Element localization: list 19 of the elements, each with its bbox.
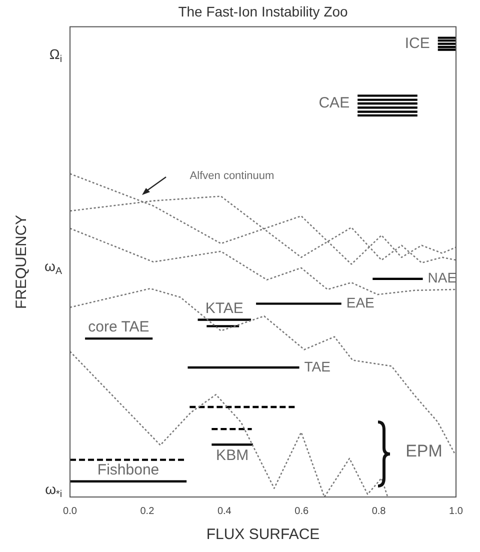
series-label: CAE: [318, 94, 350, 112]
x-axis-title: FLUX SURFACE: [206, 526, 320, 544]
series-label: EAE: [346, 294, 374, 311]
annotation: EPM: [406, 442, 442, 461]
x-tick-label: 0.0: [63, 506, 78, 517]
annotation: Alfven continuum: [190, 170, 274, 182]
x-tick-label: 0.4: [217, 506, 232, 517]
series-label: ICE: [404, 34, 430, 52]
x-tick-label: 0.2: [140, 506, 155, 517]
x-tick-label: 0.8: [372, 506, 386, 517]
chart-title: The Fast-Ion Instability Zoo: [178, 3, 348, 20]
x-tick-label: 0.6: [294, 506, 309, 517]
y-axis-title: FREQUENCY: [13, 214, 30, 309]
series-label: core TAE: [88, 318, 150, 336]
series-label: TAE: [304, 358, 330, 374]
series-label: KBM: [216, 446, 249, 464]
series-label: KTAE: [205, 300, 244, 317]
series-label: Fishbone: [97, 462, 160, 479]
x-tick-label: 1.0: [449, 506, 464, 517]
